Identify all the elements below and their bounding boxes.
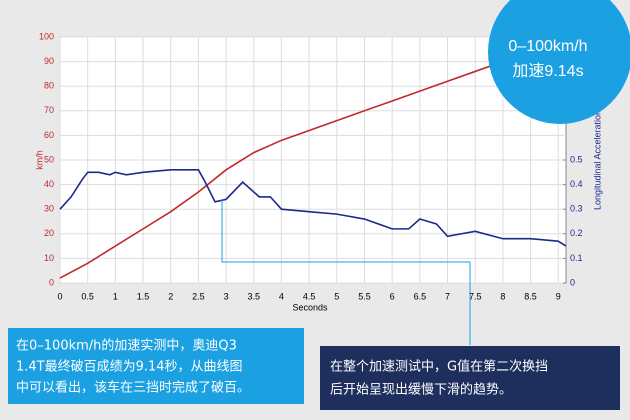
y2-tick-label: 0.5: [570, 154, 583, 164]
x-tick-label: 2.5: [192, 291, 205, 301]
annotation-text: 中可以看出，该车在三挡时完成了破百。: [16, 380, 250, 396]
x-tick-label: 5: [334, 291, 339, 301]
y-tick-label: 50: [44, 154, 54, 164]
annotation-text: 在0–100km/h的加速实测中，奥迪Q3: [16, 338, 237, 354]
y2-tick-label: 0: [570, 277, 575, 287]
y-tick-label: 20: [44, 228, 54, 238]
series-line: [59, 169, 567, 247]
x-tick-label: 8: [500, 291, 505, 301]
x-tick-label: 0: [57, 291, 62, 301]
x-tick-label: 5.5: [358, 291, 371, 301]
x-tick-label: 4: [279, 291, 284, 301]
annotation-text: 1.4T最终破百成绩为9.14秒，从曲线图: [16, 359, 243, 375]
y2-tick-label: 0.3: [570, 204, 583, 214]
x-tick-label: 0.5: [81, 291, 94, 301]
y-tick-label: 100: [39, 31, 54, 41]
x-tick-label: 8.5: [524, 291, 537, 301]
y-tick-label: 90: [44, 56, 54, 66]
x-tick-label: 3.5: [248, 291, 261, 301]
y2-tick-label: 0.4: [570, 179, 583, 189]
x-tick-label: 1.5: [137, 291, 150, 301]
x-axis-label: Seconds: [292, 302, 328, 312]
annotation-box: [320, 346, 620, 410]
y-tick-label: 10: [44, 253, 54, 263]
x-tick-label: 1: [113, 291, 118, 301]
y2-axis-label: Longitudinal Acceleration: [592, 110, 602, 210]
y-axis-label: km/h: [34, 150, 44, 170]
x-tick-label: 6: [390, 291, 395, 301]
y-tick-label: 40: [44, 179, 54, 189]
y-tick-label: 30: [44, 204, 54, 214]
x-tick-label: 2: [168, 291, 173, 301]
y2-tick-label: 0.1: [570, 253, 583, 263]
y-tick-label: 80: [44, 81, 54, 91]
badge-text: 加速9.14s: [512, 62, 583, 80]
x-tick-label: 7.5: [469, 291, 482, 301]
y-tick-label: 0: [49, 277, 54, 287]
y-tick-label: 70: [44, 105, 54, 115]
annotation-text: 后开始呈现出缓慢下滑的趋势。: [330, 382, 512, 398]
y2-tick-label: 0.2: [570, 228, 583, 238]
x-tick-label: 7: [445, 291, 450, 301]
badge-text: 0–100km/h: [508, 38, 587, 55]
badge: [488, 0, 630, 124]
annotation-box: [8, 328, 304, 404]
x-tick-label: 6.5: [414, 291, 427, 301]
x-tick-label: 4.5: [303, 291, 316, 301]
x-tick-label: 3: [224, 291, 229, 301]
y-tick-label: 60: [44, 130, 54, 140]
x-tick-label: 9: [556, 291, 561, 301]
annotation-text: 在整个加速测试中，G值在第二次换挡: [330, 359, 548, 375]
connector: [221, 200, 471, 345]
